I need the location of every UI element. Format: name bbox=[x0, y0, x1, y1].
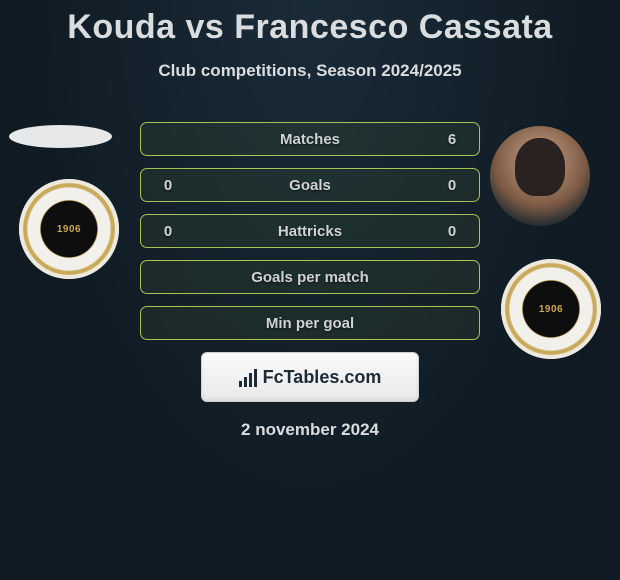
stat-right-value: 0 bbox=[437, 177, 467, 194]
player-left-avatar bbox=[9, 125, 112, 148]
stat-label: Matches bbox=[183, 131, 437, 148]
club-crest-right: 1906 bbox=[501, 259, 601, 359]
date-label: 2 november 2024 bbox=[140, 420, 480, 440]
subtitle: Club competitions, Season 2024/2025 bbox=[0, 61, 620, 81]
stat-right-value: 0 bbox=[437, 223, 467, 240]
stat-left-value: 0 bbox=[153, 177, 183, 194]
stat-label: Goals per match bbox=[183, 269, 437, 286]
page-title: Kouda vs Francesco Cassata bbox=[0, 0, 620, 47]
stat-row: Goals per match bbox=[140, 260, 480, 294]
club-crest-left: 1906 bbox=[19, 179, 119, 279]
stat-left-value: 0 bbox=[153, 223, 183, 240]
stat-row: 0 Hattricks 0 bbox=[140, 214, 480, 248]
stat-label: Min per goal bbox=[183, 315, 437, 332]
brand-box: FcTables.com bbox=[201, 352, 419, 402]
stat-row: Min per goal bbox=[140, 306, 480, 340]
club-crest-right-label: 1906 bbox=[522, 280, 580, 338]
stat-label: Hattricks bbox=[183, 223, 437, 240]
stat-row: Matches 6 bbox=[140, 122, 480, 156]
brand-name: FcTables.com bbox=[263, 367, 382, 388]
stat-label: Goals bbox=[183, 177, 437, 194]
player-right-avatar bbox=[490, 126, 590, 226]
stat-row: 0 Goals 0 bbox=[140, 168, 480, 202]
club-crest-left-label: 1906 bbox=[40, 200, 98, 258]
chart-icon bbox=[239, 367, 257, 387]
stats-table: Matches 6 0 Goals 0 0 Hattricks 0 Goals … bbox=[140, 122, 480, 440]
stat-right-value: 6 bbox=[437, 131, 467, 148]
